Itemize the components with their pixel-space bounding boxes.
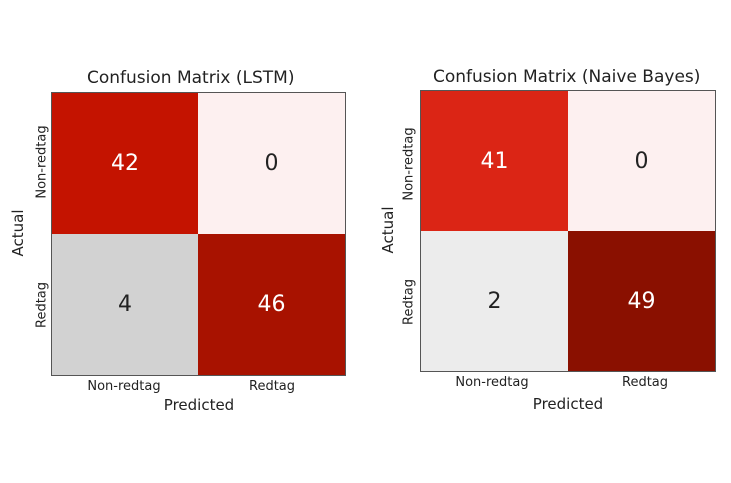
x-tick-label: Redtag <box>621 375 669 390</box>
matrix-cell: 42 <box>52 93 198 234</box>
matrix-cell: 41 <box>421 91 568 231</box>
matrix-cell: 0 <box>198 93 345 234</box>
confusion-matrix-naive-bayes: Confusion Matrix (Naive Bayes) Actual No… <box>365 0 731 483</box>
y-axis-label: Actual <box>379 206 397 254</box>
matrix-cell: 2 <box>421 231 568 371</box>
chart-title: Confusion Matrix (Naive Bayes) <box>433 67 701 87</box>
y-tick-label: Non-redtag <box>34 125 50 199</box>
matrix-cell: 46 <box>198 234 345 375</box>
x-tick-label: Non-redtag <box>87 379 161 394</box>
x-tick-label: Non-redtag <box>455 375 529 390</box>
y-tick-label: Redtag <box>401 278 417 326</box>
y-axis-label: Actual <box>9 209 27 257</box>
y-tick-label: Redtag <box>34 281 50 329</box>
x-tick-label: Redtag <box>248 379 296 394</box>
matrix-grid: 42 0 4 46 <box>51 92 346 376</box>
matrix-cell: 0 <box>568 91 715 231</box>
confusion-matrix-lstm: Confusion Matrix (LSTM) Actual Non-redta… <box>0 0 365 483</box>
matrix-grid: 41 0 2 49 <box>420 90 716 372</box>
matrix-cell: 49 <box>568 231 715 371</box>
y-tick-label: Non-redtag <box>401 127 417 201</box>
x-axis-label: Predicted <box>532 395 604 413</box>
x-axis-label: Predicted <box>163 396 235 414</box>
matrix-cell: 4 <box>52 234 198 375</box>
chart-title: Confusion Matrix (LSTM) <box>87 68 295 88</box>
